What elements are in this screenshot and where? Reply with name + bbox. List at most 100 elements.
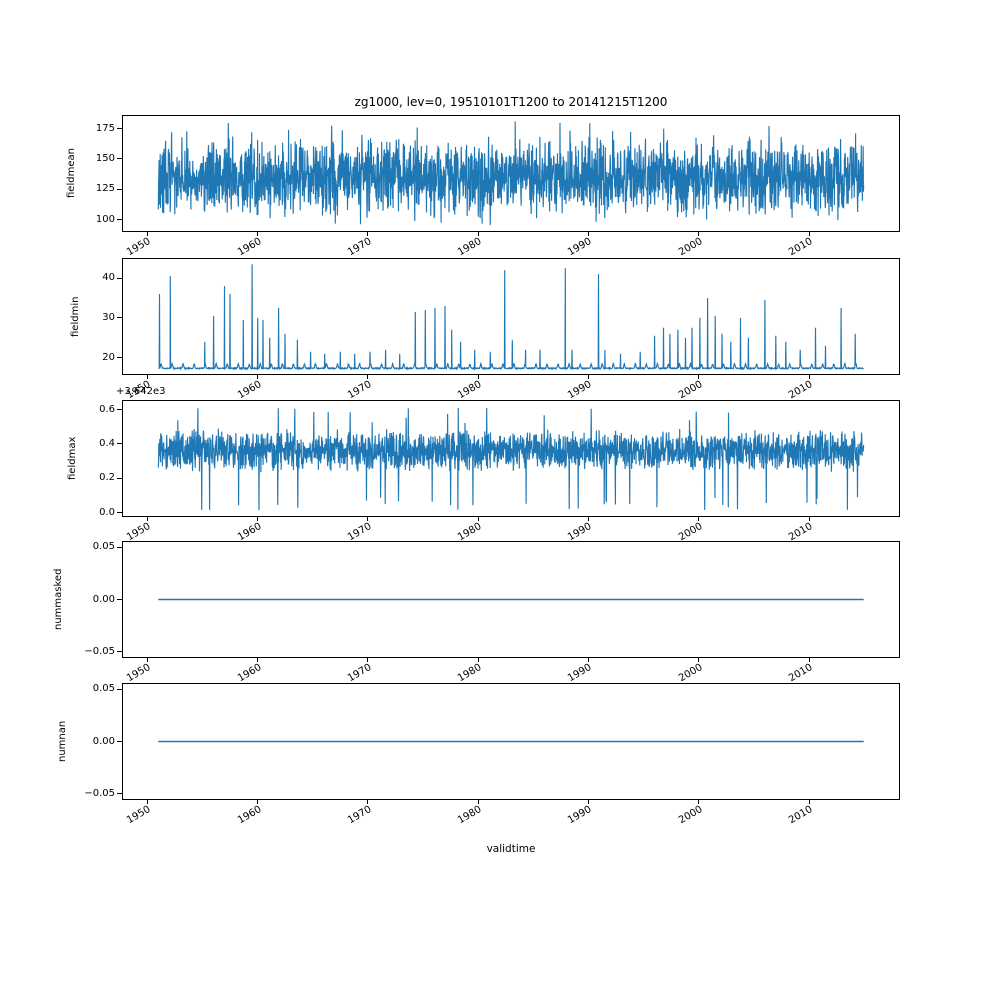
x-axis-label: validtime <box>486 843 536 855</box>
y-tick <box>117 443 122 445</box>
x-tick-label: 1960 <box>235 662 264 685</box>
y-tick-label: 40 <box>102 272 115 284</box>
y-tick <box>117 546 122 548</box>
y-tick-label: 0.4 <box>99 437 115 449</box>
x-tick-label: 2010 <box>786 236 815 259</box>
x-tick <box>477 657 479 662</box>
x-tick-label: 1960 <box>235 804 264 827</box>
y-axis-label-numnan: numnan <box>57 720 68 763</box>
y-tick <box>117 409 122 411</box>
y-axis-label-nummasked: nummasked <box>53 568 64 631</box>
y-tick <box>117 158 122 160</box>
y-tick <box>117 277 122 279</box>
x-tick-label: 1960 <box>235 236 264 259</box>
x-tick <box>698 516 700 521</box>
x-tick-label: 2010 <box>786 521 815 544</box>
chart-title: zg1000, lev=0, 19510101T1200 to 20141215… <box>354 95 668 109</box>
x-tick <box>146 231 148 236</box>
x-tick <box>477 374 479 379</box>
y-tick <box>117 512 122 514</box>
x-tick-label: 1950 <box>125 521 153 544</box>
y-tick-label: 0.05 <box>92 541 115 553</box>
x-tick-label: 2010 <box>786 804 815 827</box>
x-tick-label: 1980 <box>456 521 484 544</box>
subplot-numnan: numnan −0.05 0.00 0.05 1950 1960 1970 1980 1990… <box>57 683 900 826</box>
x-tick <box>698 657 700 662</box>
x-tick-label: 1980 <box>456 662 484 685</box>
y-tick <box>117 188 122 190</box>
x-tick <box>477 799 479 804</box>
x-tick <box>698 799 700 804</box>
x-tick <box>146 657 148 662</box>
x-tick-label: 2010 <box>786 662 815 685</box>
y-tick-label: 0.2 <box>99 472 115 484</box>
plot-area <box>158 264 864 372</box>
y-tick-label: 30 <box>102 311 115 323</box>
y-tick-label: 0.6 <box>99 403 115 415</box>
y-tick-label: 100 <box>95 213 115 225</box>
subplot-fieldmin: fieldmin 20 30 40 1950 1960 1970 1980 1990 2000 2… <box>70 258 900 401</box>
x-tick <box>257 231 259 236</box>
x-tick-label: 1970 <box>345 804 374 827</box>
x-tick <box>257 516 259 521</box>
plot-area <box>157 407 865 511</box>
x-tick <box>587 516 589 521</box>
x-tick <box>808 799 810 804</box>
x-tick <box>808 231 810 236</box>
y-tick-label: 20 <box>102 351 115 363</box>
y-tick <box>117 741 122 742</box>
line-series-fieldmean <box>157 121 865 226</box>
x-tick <box>698 374 700 379</box>
subplot-nummasked: nummasked −0.05 0.00 0.05 1950 1960 1970 1980 1… <box>53 541 900 684</box>
x-tick-label: 1990 <box>566 521 594 544</box>
y-tick <box>117 651 122 653</box>
x-tick-label: 2000 <box>676 521 705 544</box>
x-tick-label: 1970 <box>345 379 374 402</box>
x-tick-label: 2000 <box>676 236 705 259</box>
subplot-fieldmean: fieldmean 100 125 150 175 1950 1960 1970 1980 19… <box>66 115 900 258</box>
x-tick-label: 1990 <box>566 379 594 402</box>
x-tick <box>367 231 369 236</box>
y-tick-label: 150 <box>95 152 115 164</box>
x-tick <box>146 799 148 804</box>
x-tick-label: 2000 <box>676 662 705 685</box>
x-tick-label: 1980 <box>456 379 484 402</box>
x-tick <box>808 657 810 662</box>
x-tick <box>477 231 479 236</box>
x-tick-label: 1960 <box>235 379 264 402</box>
x-tick <box>587 799 589 804</box>
x-tick <box>698 231 700 236</box>
x-tick <box>146 516 148 521</box>
y-tick-label: 0.00 <box>92 593 115 605</box>
y-axis-label-fieldmin: fieldmin <box>70 296 81 337</box>
x-tick-label: 1970 <box>345 662 374 685</box>
y-tick-label: 0.05 <box>92 683 115 695</box>
y-tick-label: −0.05 <box>84 787 115 799</box>
y-tick-label: −0.05 <box>84 645 115 657</box>
x-tick <box>808 516 810 521</box>
x-tick-label: 1970 <box>345 236 374 259</box>
x-tick <box>257 657 259 662</box>
y-tick-label: 0.00 <box>92 735 115 747</box>
x-tick-label: 2000 <box>676 804 705 827</box>
y-tick <box>117 219 122 221</box>
x-tick <box>257 374 259 379</box>
x-tick <box>477 516 479 521</box>
x-tick <box>367 374 369 379</box>
y-tick-label: 175 <box>95 122 115 134</box>
line-series-fieldmin <box>158 264 864 372</box>
x-tick <box>587 231 589 236</box>
x-tick-label: 1950 <box>125 804 153 827</box>
x-tick <box>587 374 589 379</box>
y-tick-label: 0.0 <box>99 506 115 518</box>
x-tick <box>587 657 589 662</box>
x-tick-label: 1990 <box>566 236 594 259</box>
y-tick <box>117 477 122 479</box>
y-axis-label-fieldmax: fieldmax <box>67 436 78 481</box>
line-series-fieldmax <box>157 407 865 511</box>
subplot-fieldmax: fieldmax +3.642e3 0.0 0.2 0.4 0.6 1950 1960 19… <box>67 386 900 543</box>
x-tick <box>257 799 259 804</box>
y-tick <box>117 599 122 600</box>
y-tick <box>117 357 122 359</box>
